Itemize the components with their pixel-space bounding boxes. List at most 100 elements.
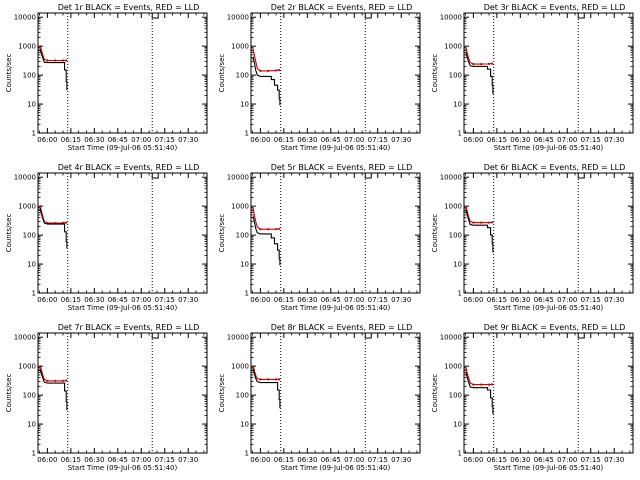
x-tick-label: 06:45 bbox=[321, 296, 341, 304]
panel-det-4: Det 4r BLACK = Events, RED = LLD 1 10 100 10… bbox=[5, 163, 208, 312]
x-tick-label: 06:45 bbox=[321, 456, 341, 464]
y-tick-label: 100 bbox=[236, 72, 249, 80]
lld-rate-point bbox=[259, 228, 262, 231]
lld-rate-point bbox=[65, 221, 68, 224]
y-tick-label: 1 bbox=[245, 450, 249, 458]
top-interval-marker bbox=[577, 172, 585, 179]
y-tick-label: 1000 bbox=[444, 363, 462, 371]
lld-rate-point bbox=[46, 59, 49, 62]
y-tick-label: 100 bbox=[449, 72, 462, 80]
x-tick-label: 07:15 bbox=[368, 296, 388, 304]
y-axis-label: Counts/sec bbox=[5, 54, 13, 93]
events-rate-line bbox=[465, 52, 494, 95]
events-rate-line bbox=[252, 55, 281, 106]
x-tick-label: 07:00 bbox=[131, 136, 151, 144]
events-rate-line bbox=[39, 48, 68, 91]
lld-rate-line bbox=[465, 205, 493, 224]
lld-rate-point bbox=[480, 221, 483, 224]
x-tick-label: 07:15 bbox=[581, 456, 601, 464]
y-tick-label: 1 bbox=[245, 290, 249, 298]
y-axis-label: Counts/sec bbox=[5, 214, 13, 253]
panel-det-8: Det 8r BLACK = Events, RED = LLD 1 10 100 10… bbox=[218, 323, 421, 472]
x-tick-label: 07:15 bbox=[368, 456, 388, 464]
x-tick-label: 06:00 bbox=[250, 296, 270, 304]
y-tick-label: 1000 bbox=[231, 363, 249, 371]
top-interval-marker bbox=[577, 332, 585, 339]
y-tick-label: 100 bbox=[236, 392, 249, 400]
lld-rate-point bbox=[54, 379, 57, 382]
panel-det-6: Det 6r BLACK = Events, RED = LLD 1 10 100 10… bbox=[431, 163, 634, 312]
y-tick-label: 1 bbox=[32, 450, 36, 458]
y-tick-label: 1000 bbox=[231, 43, 249, 51]
x-tick-label: 07:30 bbox=[391, 296, 411, 304]
y-tick-label: 1 bbox=[458, 450, 462, 458]
y-tick-label: 1000 bbox=[18, 203, 36, 211]
x-tick-label: 07:30 bbox=[391, 136, 411, 144]
y-tick-label: 10000 bbox=[14, 14, 36, 22]
lld-rate-point bbox=[487, 62, 491, 65]
panel-det-9: Det 9r BLACK = Events, RED = LLD 1 10 100 10… bbox=[431, 323, 634, 472]
x-axis-label: Start Time (09-Jul-06 05:51:40) bbox=[281, 304, 391, 312]
lld-rate-point bbox=[278, 378, 281, 381]
plot-frame bbox=[250, 172, 421, 294]
top-interval-marker bbox=[577, 12, 585, 19]
x-tick-label: 07:30 bbox=[178, 136, 198, 144]
y-tick-label: 100 bbox=[449, 232, 462, 240]
plot-frame bbox=[463, 332, 634, 454]
y-tick-label: 10000 bbox=[440, 174, 462, 182]
lld-rate-point bbox=[61, 379, 65, 382]
top-interval-marker bbox=[364, 172, 372, 179]
lld-rate-point bbox=[491, 62, 494, 65]
lld-rate-line bbox=[39, 44, 67, 62]
panel-title: Det 9r BLACK = Events, RED = LLD bbox=[484, 323, 626, 332]
x-tick-label: 06:45 bbox=[534, 456, 554, 464]
panel-title: Det 2r BLACK = Events, RED = LLD bbox=[271, 3, 413, 12]
lld-rate-line bbox=[252, 207, 280, 230]
lld-rate-point bbox=[274, 378, 278, 381]
x-tick-label: 06:15 bbox=[61, 456, 81, 464]
lld-rate-point bbox=[267, 228, 270, 231]
x-tick-label: 06:00 bbox=[463, 456, 483, 464]
x-tick-label: 06:00 bbox=[463, 296, 483, 304]
plot-frame bbox=[250, 12, 421, 134]
y-tick-label: 10000 bbox=[227, 334, 249, 342]
x-tick-label: 06:00 bbox=[37, 136, 57, 144]
panel-det-2: Det 2r BLACK = Events, RED = LLD 1 10 100 10… bbox=[218, 3, 421, 152]
lld-rate-point bbox=[274, 228, 278, 231]
y-axis-label: Counts/sec bbox=[218, 214, 226, 253]
x-tick-label: 06:30 bbox=[510, 296, 530, 304]
lld-rate-point bbox=[61, 221, 65, 224]
plot-frame bbox=[37, 332, 208, 454]
top-interval-marker bbox=[151, 172, 159, 179]
panel-title: Det 3r BLACK = Events, RED = LLD bbox=[484, 3, 626, 12]
panel-title: Det 8r BLACK = Events, RED = LLD bbox=[271, 323, 413, 332]
lld-rate-point bbox=[46, 379, 49, 382]
x-tick-label: 06:30 bbox=[510, 456, 530, 464]
x-axis-label: Start Time (09-Jul-06 05:51:40) bbox=[68, 464, 178, 472]
plot-frame bbox=[37, 172, 208, 294]
y-tick-label: 10 bbox=[240, 421, 249, 429]
plot-frame bbox=[463, 172, 634, 294]
y-tick-label: 1000 bbox=[444, 43, 462, 51]
y-tick-label: 1000 bbox=[18, 363, 36, 371]
lld-rate-point bbox=[487, 221, 491, 224]
panel-det-7: Det 7r BLACK = Events, RED = LLD 1 10 100 10… bbox=[5, 323, 208, 472]
lld-rate-point bbox=[259, 69, 262, 72]
lld-rate-point bbox=[259, 378, 262, 381]
panel-title: Det 4r BLACK = Events, RED = LLD bbox=[58, 163, 200, 172]
x-tick-label: 06:15 bbox=[487, 136, 507, 144]
x-tick-label: 07:30 bbox=[178, 456, 198, 464]
lld-rate-line bbox=[39, 364, 67, 382]
x-tick-label: 06:15 bbox=[274, 456, 294, 464]
x-tick-label: 06:30 bbox=[510, 136, 530, 144]
top-interval-marker bbox=[151, 332, 159, 339]
y-tick-label: 10 bbox=[453, 261, 462, 269]
lld-rate-point bbox=[278, 68, 281, 72]
x-tick-label: 07:15 bbox=[368, 136, 388, 144]
x-tick-label: 06:45 bbox=[108, 296, 128, 304]
top-interval-marker bbox=[151, 12, 159, 19]
lld-rate-line bbox=[252, 48, 280, 72]
x-tick-label: 07:15 bbox=[581, 296, 601, 304]
lld-rate-line bbox=[39, 204, 67, 224]
